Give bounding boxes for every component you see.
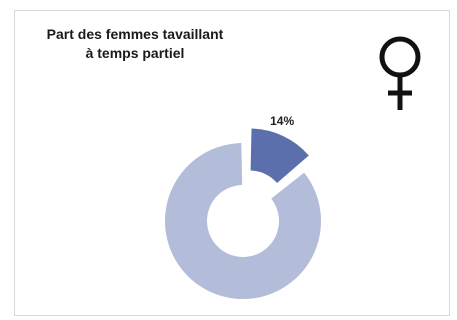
chart-title-line-2: à temps partiel [85,45,185,61]
donut-slice-2 [164,143,321,300]
chart-card: Part des femmes tavaillant à temps parti… [14,10,450,316]
donut-slice-1 [250,128,309,183]
donut-labels: 14% [270,114,294,128]
venus-icon [379,36,421,110]
chart-title: Part des femmes tavaillant à temps parti… [15,25,255,63]
donut-slices [164,128,321,300]
chart-title-line-1: Part des femmes tavaillant [46,26,224,42]
donut-chart: 14% [164,114,321,300]
data-label-1: 14% [270,114,294,128]
